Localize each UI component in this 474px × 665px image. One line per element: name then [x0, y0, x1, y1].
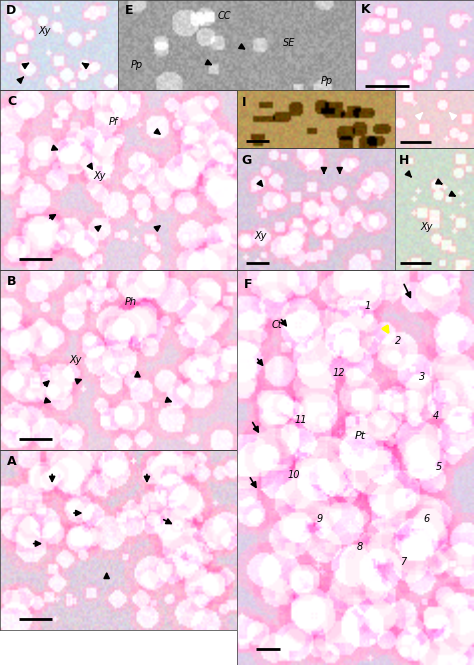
Text: 3: 3 [419, 372, 425, 382]
Text: 1: 1 [364, 301, 371, 311]
Text: D: D [6, 5, 16, 17]
Text: B: B [7, 275, 17, 289]
Text: 6: 6 [423, 514, 430, 524]
Text: G: G [242, 154, 252, 167]
Text: 7: 7 [400, 557, 406, 567]
Text: 12: 12 [333, 368, 345, 378]
Text: Pp: Pp [320, 76, 333, 86]
Text: Pp: Pp [131, 60, 143, 70]
Text: CC: CC [218, 11, 231, 21]
Text: 9: 9 [317, 514, 323, 524]
Text: 8: 8 [357, 541, 364, 551]
Text: Xy: Xy [93, 172, 106, 182]
Text: Ct: Ct [272, 321, 283, 331]
Text: 10: 10 [288, 470, 300, 480]
Text: H: H [399, 154, 410, 167]
Text: Xy: Xy [70, 355, 82, 365]
Text: 2: 2 [395, 336, 401, 346]
Text: 11: 11 [295, 415, 307, 425]
Text: I: I [242, 96, 246, 109]
Text: 4: 4 [433, 411, 439, 421]
Text: F: F [244, 278, 253, 291]
Text: K: K [361, 3, 371, 16]
Text: C: C [7, 95, 16, 108]
Text: Xy: Xy [420, 222, 433, 232]
Text: Pt: Pt [355, 431, 366, 441]
Text: Xy: Xy [39, 27, 51, 37]
Text: Ph: Ph [124, 297, 137, 307]
Text: J: J [399, 33, 403, 47]
Text: 5: 5 [435, 462, 442, 473]
Text: E: E [125, 5, 134, 17]
Text: Pf: Pf [109, 118, 118, 128]
Text: SE: SE [283, 38, 295, 48]
Text: Xy: Xy [255, 231, 267, 241]
Text: A: A [7, 456, 17, 468]
